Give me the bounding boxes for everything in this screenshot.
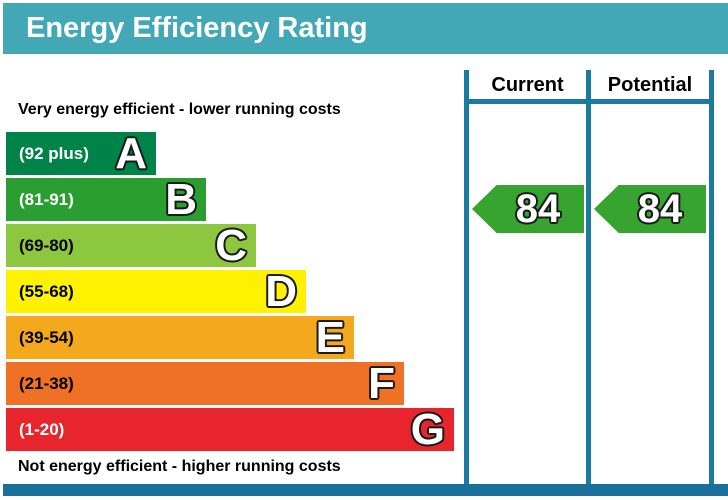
band-e-range-label: (39-54)	[19, 327, 74, 347]
band-b-range-label: (81-91)	[19, 189, 74, 209]
band-g-letter: G	[410, 405, 445, 454]
band-e: (39-54) E	[6, 313, 354, 362]
current-rating-arrow: 84	[472, 185, 584, 233]
page-title: Energy Efficiency Rating	[26, 12, 368, 44]
bottom-note: Not energy efficient - higher running co…	[18, 458, 341, 475]
top-note: Very energy efficient - lower running co…	[18, 101, 341, 118]
potential-rating-value: 84	[637, 187, 683, 231]
band-b: (81-91) B	[6, 175, 206, 224]
current-rating-value: 84	[515, 187, 561, 231]
band-e-letter: E	[315, 313, 345, 362]
bottom-bar	[3, 484, 728, 496]
band-f-range-label: (21-38)	[19, 373, 74, 393]
band-c-range-label: (69-80)	[19, 235, 74, 255]
band-b-letter: B	[165, 175, 197, 224]
table-header-underline	[464, 99, 714, 104]
band-f-letter: F	[368, 359, 395, 408]
table-border-right	[709, 70, 714, 484]
potential-column-header: Potential	[607, 74, 693, 96]
current-column-header: Current	[491, 74, 564, 96]
header-bar: Energy Efficiency Rating	[3, 3, 728, 54]
potential-rating-arrow: 84	[594, 185, 706, 233]
band-a: (92 plus) A	[6, 129, 156, 178]
rating-bands: (92 plus) A (81-91) B (69-80) C (55-68) …	[6, 132, 454, 454]
band-d-letter: D	[265, 267, 297, 316]
band-f: (21-38) F	[6, 359, 404, 408]
band-g: (1-20) G	[6, 405, 454, 454]
band-d-range-label: (55-68)	[19, 281, 74, 301]
band-d: (55-68) D	[6, 267, 306, 316]
band-a-letter: A	[115, 129, 147, 178]
band-c: (69-80) C	[6, 221, 256, 270]
band-c-letter: C	[215, 221, 247, 270]
table-border-left	[464, 70, 469, 484]
band-a-range-label: (92 plus)	[19, 143, 89, 163]
table-border-middle	[586, 70, 591, 484]
band-g-range-label: (1-20)	[19, 419, 65, 439]
